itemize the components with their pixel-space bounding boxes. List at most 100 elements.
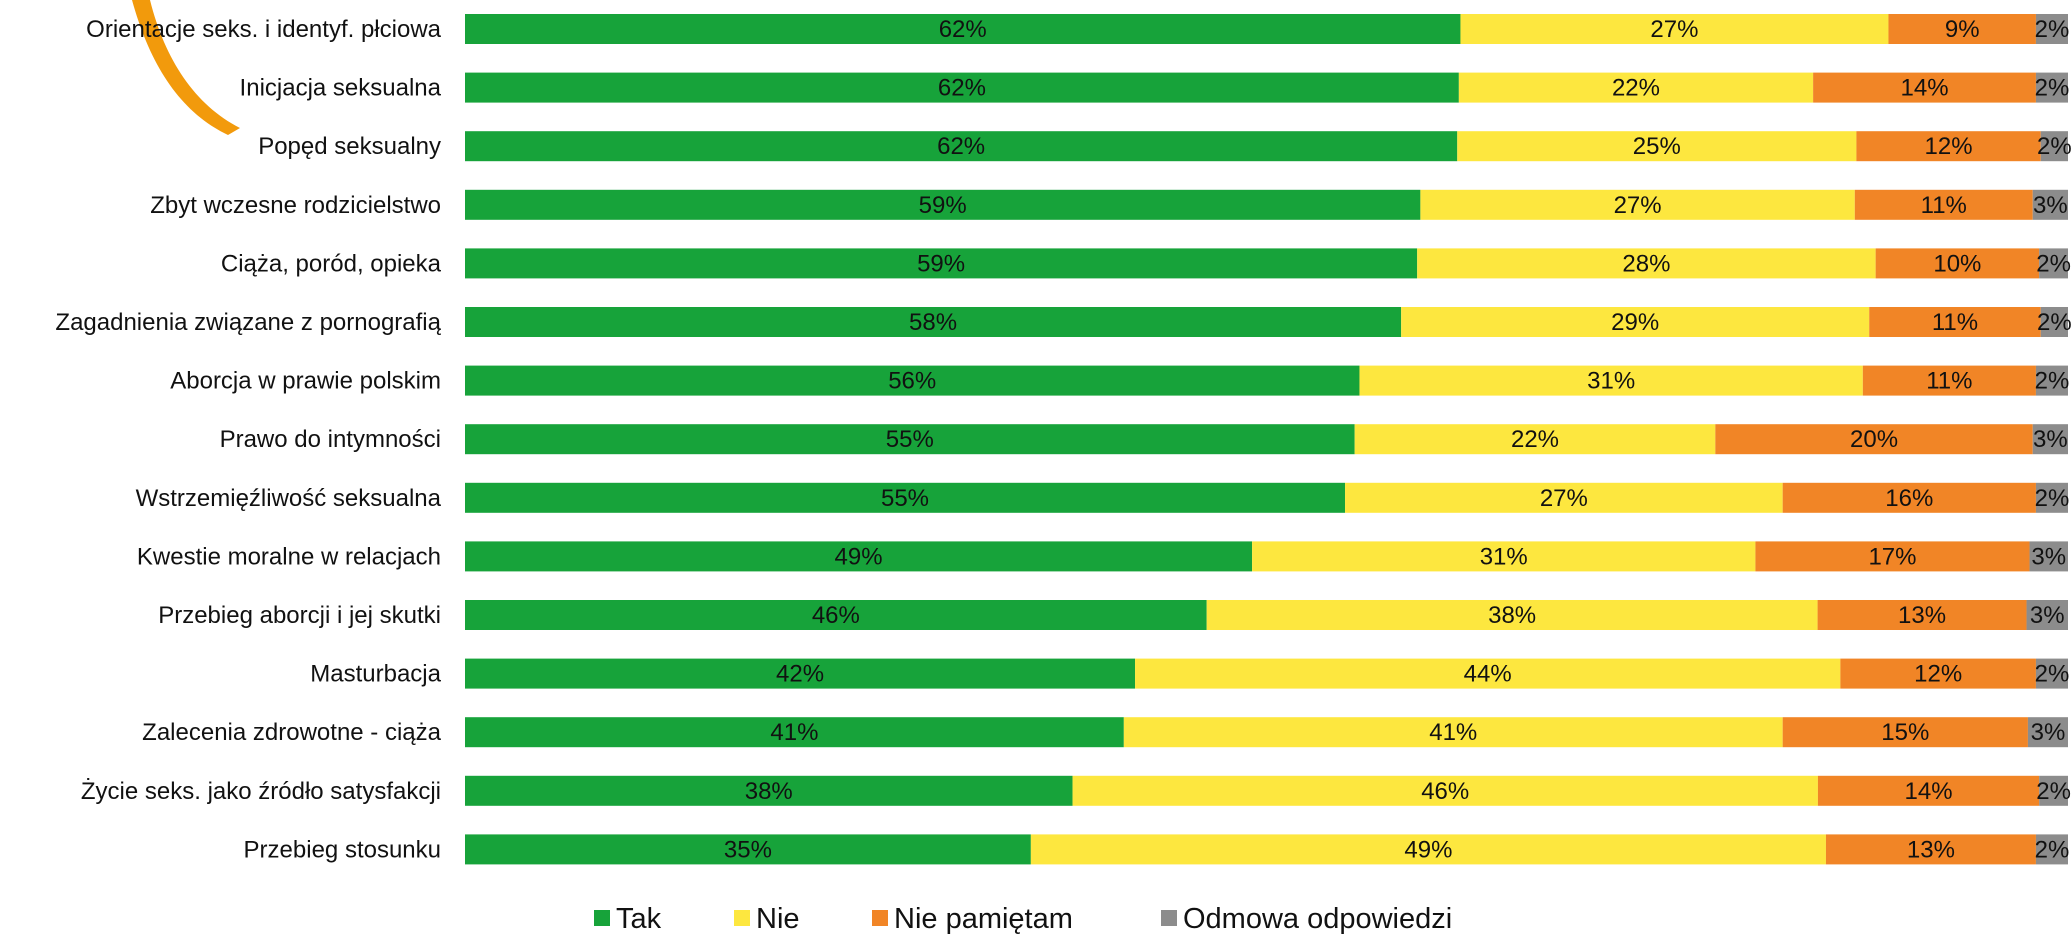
data-label: 22% (1511, 426, 1559, 453)
bar-segment (1862, 365, 2036, 396)
category-label: Zagadnienia związane z pornografią (55, 309, 441, 336)
orange-swoosh-decoration (132, 0, 240, 135)
category-label: Kwestie moralne w relacjach (137, 543, 441, 570)
data-label: 31% (1480, 543, 1528, 570)
bar-segment (1755, 541, 2030, 572)
data-label: 9% (1945, 16, 1980, 43)
data-label: 12% (1925, 133, 1973, 160)
data-label: 10% (1933, 250, 1981, 277)
bar-segment (1135, 658, 1841, 689)
category-label: Orientacje seks. i identyf. płciowa (86, 16, 441, 43)
bar-segment (465, 131, 1458, 162)
legend-label: Nie (756, 903, 800, 935)
bar-segment (1417, 248, 1876, 279)
bar-segment (465, 541, 1253, 572)
bar-segment (1072, 775, 1818, 806)
bar-segment (1869, 307, 2041, 337)
bar-segment (2035, 658, 2068, 689)
category-label: Popęd seksualny (258, 133, 441, 160)
bar-segment (1457, 131, 1857, 162)
data-label: 44% (1464, 661, 1512, 688)
data-label: 42% (776, 661, 824, 688)
legend-swatch (1161, 910, 1177, 926)
bar-segment (1401, 307, 1870, 337)
bar-segment (465, 189, 1421, 220)
bar-segment (1813, 72, 2036, 103)
data-label: 29% (1611, 309, 1659, 336)
bar-segment (1888, 14, 2036, 44)
bar-segment (465, 424, 1355, 455)
bar-segment (465, 717, 1124, 748)
bar-segment (2039, 248, 2068, 279)
legend-label: Nie pamiętam (894, 903, 1073, 935)
data-label: 58% (909, 309, 957, 336)
bar-segment (1854, 189, 2033, 220)
data-label: 22% (1612, 75, 1660, 102)
bar-segment (2029, 541, 2068, 572)
data-label: 11% (1926, 368, 1972, 395)
data-label: 27% (1614, 192, 1662, 219)
data-label: 38% (1488, 602, 1536, 629)
legend-label: Tak (616, 903, 662, 935)
data-label: 49% (1404, 836, 1452, 863)
bar-segment (465, 834, 1031, 865)
data-label: 2% (2036, 250, 2071, 277)
bar-segment (465, 307, 1402, 337)
data-label: 2% (2035, 485, 2070, 512)
bars-layer: 62% 27% 9% 2% 62% 22% 14% 2% 62% 25% 12% 2% 59% 27% 11… (465, 14, 2072, 865)
bar-segment (2035, 482, 2068, 513)
data-label: 62% (938, 75, 986, 102)
category-label: Życie seks. jako źródło satysfakcji (81, 778, 441, 805)
bar-segment (2035, 14, 2068, 44)
data-label: 17% (1868, 543, 1916, 570)
bar-segment (2032, 424, 2068, 455)
data-label: 2% (2035, 368, 2070, 395)
data-label: 28% (1622, 250, 1670, 277)
legend-label: Odmowa odpowiedzi (1183, 903, 1452, 935)
category-label: Zalecenia zdrowotne - ciąża (142, 719, 441, 746)
data-label: 2% (2035, 661, 2070, 688)
bar-segment (1875, 248, 2040, 279)
data-label: 12% (1914, 661, 1962, 688)
bar-segment (2032, 189, 2068, 220)
bar-segment (2040, 131, 2068, 162)
data-label: 49% (835, 543, 883, 570)
bar-segment (465, 72, 1459, 103)
bar-segment (1817, 600, 2027, 630)
data-label: 59% (917, 250, 965, 277)
bar-segment (465, 775, 1073, 806)
data-label: 2% (2037, 133, 2072, 160)
data-label: 3% (2030, 602, 2065, 629)
bar-segment (465, 600, 1207, 630)
bar-segment (1345, 482, 1783, 513)
bar-segment (465, 658, 1136, 689)
data-label: 62% (937, 133, 985, 160)
data-label: 25% (1633, 133, 1681, 160)
category-label: Przebieg stosunku (244, 836, 441, 863)
data-label: 3% (2031, 719, 2066, 746)
data-label: 56% (888, 368, 936, 395)
data-label: 46% (812, 602, 860, 629)
bar-segment (465, 248, 1418, 279)
bar-segment (2035, 834, 2068, 865)
bar-segment (1123, 717, 1783, 748)
data-label: 16% (1885, 485, 1933, 512)
bar-segment (2026, 600, 2068, 630)
data-label: 2% (2036, 778, 2071, 805)
data-label: 31% (1587, 368, 1635, 395)
bar-segment (1856, 131, 2041, 162)
data-label: 13% (1898, 602, 1946, 629)
bar-segment (1460, 14, 1889, 44)
data-label: 2% (2035, 16, 2070, 43)
bar-segment (1030, 834, 1826, 865)
bar-segment (1206, 600, 1818, 630)
data-label: 46% (1421, 778, 1469, 805)
data-label: 14% (1905, 778, 1953, 805)
bar-segment (1252, 541, 1756, 572)
data-label: 3% (2031, 543, 2066, 570)
data-label: 55% (881, 485, 929, 512)
data-label: 41% (1429, 719, 1477, 746)
category-label: Inicjacja seksualna (240, 75, 442, 102)
